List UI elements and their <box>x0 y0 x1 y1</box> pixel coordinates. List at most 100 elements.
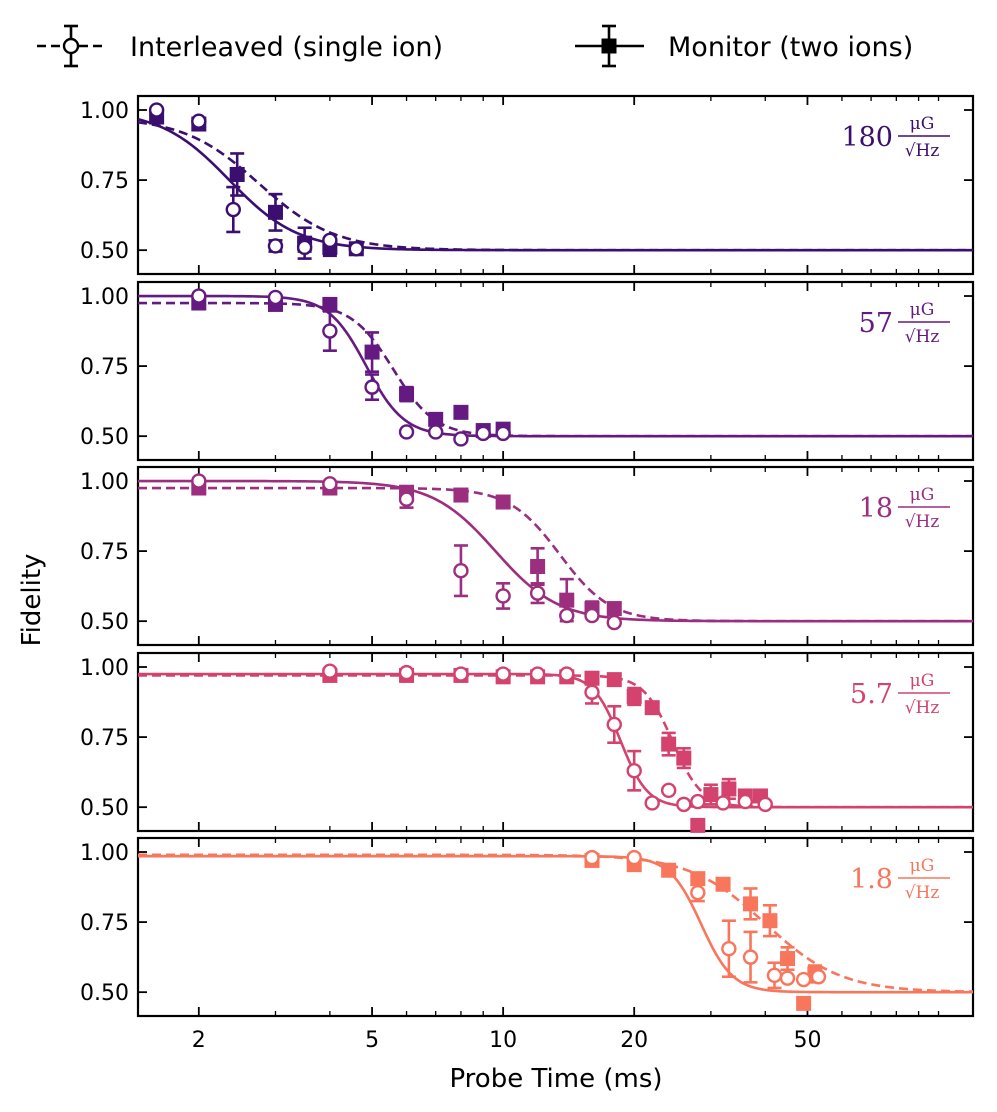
monitor-point <box>453 404 469 420</box>
interleaved-point <box>690 793 706 810</box>
legend-entry-monitor: Monitor (two ions) <box>575 24 913 68</box>
panel-frame <box>136 280 975 462</box>
interleaved-point <box>322 232 338 249</box>
x-tick-label: 50 <box>793 1028 821 1053</box>
monitor-point <box>721 781 737 797</box>
panel-unit-numerator: μG <box>910 856 935 876</box>
monitor-point <box>762 913 778 929</box>
interleaved-point <box>660 782 677 799</box>
interleaved-point <box>191 473 207 489</box>
panel-unit-denominator: √Hz <box>905 883 940 903</box>
monitor-fit-line <box>138 120 973 252</box>
interleaved-point <box>559 607 575 624</box>
interleaved-fit-line <box>138 294 973 438</box>
panel-unit-numerator: μG <box>910 485 935 505</box>
monitor-point <box>606 601 622 617</box>
y-tick-label: 1.00 <box>80 656 129 681</box>
monitor-point <box>626 688 642 704</box>
panel-frame <box>136 94 975 276</box>
interleaved-point <box>715 795 731 811</box>
monitor-point <box>690 817 706 833</box>
interleaved-point <box>584 849 600 866</box>
monitor-point <box>796 995 812 1011</box>
panel-unit-denominator: √Hz <box>905 327 940 347</box>
interleaved-point <box>644 795 660 811</box>
panel-4: 1.00 0.75 0.50 5.7 μG √Hz <box>80 651 975 833</box>
x-tick-label: 2 <box>192 1028 206 1053</box>
interleaved-point <box>757 796 773 813</box>
panel-unit-numerator: μG <box>910 671 935 691</box>
interleaved-point <box>322 476 338 492</box>
monitor-point <box>715 876 731 892</box>
panel-noise-value: 180 <box>841 122 893 153</box>
interleaved-point <box>529 585 546 601</box>
monitor-point <box>676 750 692 766</box>
interleaved-point <box>364 379 380 395</box>
interleaved-point <box>453 563 469 579</box>
interleaved-fit-line <box>138 479 973 623</box>
legend: Interleaved (single ion) Monitor (two ion… <box>37 24 913 68</box>
panel-frame <box>136 651 975 833</box>
interleaved-point <box>766 967 783 984</box>
y-tick-label: 0.75 <box>80 169 129 194</box>
monitor-point <box>661 862 677 878</box>
panel-frame <box>136 836 975 1018</box>
interleaved-point <box>427 424 444 440</box>
y-tick-label: 0.50 <box>80 425 129 450</box>
legend-label-monitor: Monitor (two ions) <box>668 32 913 63</box>
interleaved-point <box>475 425 491 442</box>
interleaved-point <box>584 684 600 700</box>
interleaved-point <box>296 239 313 256</box>
panel-noise-value: 5.7 <box>850 679 893 710</box>
panel-5: 1.00 0.75 0.50 1.8 μG √Hz <box>80 836 975 1018</box>
panel-unit-numerator: μG <box>910 114 935 134</box>
monitor-point <box>428 411 444 427</box>
monitor-point <box>267 204 283 220</box>
panel-noise-value: 18 <box>859 493 893 524</box>
interleaved-point <box>606 716 622 733</box>
monitor-point <box>364 344 380 360</box>
y-tick-label: 1.00 <box>80 470 129 495</box>
legend-filled-square-marker <box>601 38 617 54</box>
monitor-point <box>322 296 338 312</box>
interleaved-point <box>529 666 546 682</box>
legend-label-interleaved: Interleaved (single ion) <box>130 32 443 63</box>
y-tick-label: 0.75 <box>80 726 129 751</box>
panel-noise-value: 57 <box>859 308 893 339</box>
x-tick-label: 5 <box>365 1028 379 1053</box>
panels: 1.00 0.75 0.50 180 μG √Hz 1.00 0.75 0.50 57 μG √Hz 1… <box>80 94 975 1053</box>
interleaved-point <box>779 970 796 986</box>
monitor-point <box>743 896 759 912</box>
monitor-point <box>644 700 660 716</box>
interleaved-point <box>398 491 415 507</box>
interleaved-point <box>495 666 511 682</box>
interleaved-point <box>225 201 241 218</box>
interleaved-point <box>148 102 165 118</box>
panel-3: 1.00 0.75 0.50 18 μG √Hz <box>80 465 975 647</box>
interleaved-point <box>676 796 692 813</box>
panel-1: 1.00 0.75 0.50 180 μG √Hz <box>80 94 975 276</box>
y-tick-label: 0.50 <box>80 610 129 635</box>
interleaved-point <box>348 241 365 257</box>
y-tick-label: 0.75 <box>80 355 129 380</box>
monitor-fit-line <box>138 301 973 438</box>
interleaved-point <box>398 664 415 681</box>
interleaved-point <box>742 949 759 965</box>
monitor-point <box>606 672 622 688</box>
interleaved-fit-line <box>138 672 973 809</box>
monitor-point <box>703 787 719 803</box>
legend-open-circle-marker <box>62 37 80 55</box>
y-axis-label: Fidelity <box>17 554 47 647</box>
monitor-point <box>229 166 245 182</box>
interleaved-point <box>737 793 754 810</box>
interleaved-point <box>795 971 812 988</box>
interleaved-point <box>322 663 338 679</box>
interleaved-point <box>721 941 737 957</box>
interleaved-point <box>810 969 827 985</box>
interleaved-point <box>453 431 469 447</box>
y-tick-label: 0.50 <box>80 796 129 821</box>
panel-unit-numerator: μG <box>910 300 935 320</box>
y-tick-label: 1.00 <box>80 841 129 866</box>
y-tick-label: 0.75 <box>80 911 129 936</box>
